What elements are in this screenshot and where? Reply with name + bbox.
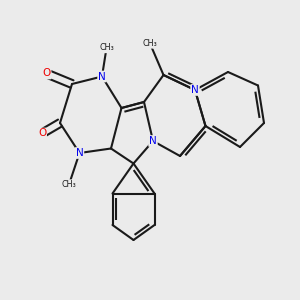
Text: O: O: [42, 68, 51, 79]
Text: CH₃: CH₃: [142, 39, 158, 48]
Text: N: N: [76, 148, 83, 158]
Text: CH₃: CH₃: [61, 180, 76, 189]
Text: N: N: [191, 85, 199, 95]
Text: N: N: [98, 71, 106, 82]
Text: N: N: [149, 136, 157, 146]
Text: O: O: [38, 128, 46, 139]
Text: CH₃: CH₃: [99, 44, 114, 52]
